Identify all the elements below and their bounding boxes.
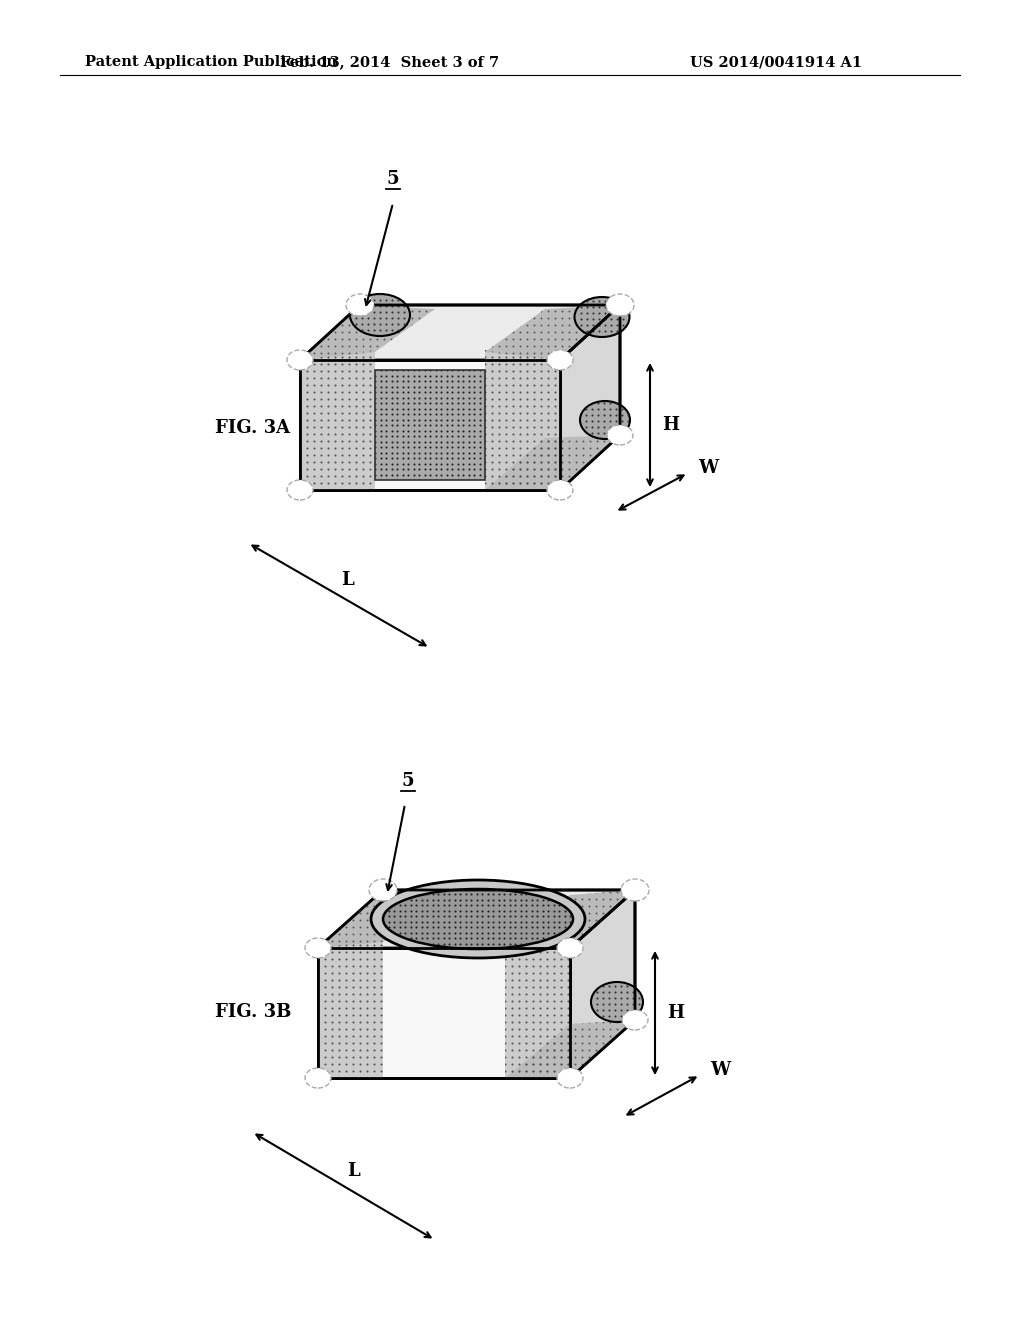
Polygon shape bbox=[485, 350, 560, 490]
Ellipse shape bbox=[287, 480, 313, 500]
Ellipse shape bbox=[371, 880, 585, 958]
Text: FIG. 3A: FIG. 3A bbox=[215, 418, 290, 437]
Polygon shape bbox=[300, 305, 620, 360]
Polygon shape bbox=[505, 1020, 635, 1078]
Polygon shape bbox=[300, 360, 560, 490]
Text: W: W bbox=[710, 1061, 730, 1078]
Ellipse shape bbox=[621, 879, 649, 902]
Ellipse shape bbox=[346, 294, 374, 315]
Ellipse shape bbox=[305, 1068, 331, 1088]
Polygon shape bbox=[485, 436, 620, 490]
Ellipse shape bbox=[287, 350, 313, 370]
Ellipse shape bbox=[622, 1010, 648, 1030]
Ellipse shape bbox=[574, 297, 630, 337]
Text: 5: 5 bbox=[401, 772, 415, 789]
Ellipse shape bbox=[547, 480, 573, 500]
Text: W: W bbox=[698, 459, 718, 477]
Text: Patent Application Publication: Patent Application Publication bbox=[85, 55, 337, 69]
Polygon shape bbox=[318, 940, 383, 1078]
Polygon shape bbox=[505, 940, 570, 1078]
Ellipse shape bbox=[607, 425, 633, 445]
Ellipse shape bbox=[383, 888, 573, 949]
Text: L: L bbox=[341, 572, 353, 589]
Text: H: H bbox=[667, 1005, 684, 1022]
Ellipse shape bbox=[305, 939, 331, 958]
Polygon shape bbox=[318, 890, 635, 948]
Polygon shape bbox=[375, 370, 485, 480]
Ellipse shape bbox=[606, 294, 634, 315]
Text: US 2014/0041914 A1: US 2014/0041914 A1 bbox=[690, 55, 862, 69]
Text: FIG. 3B: FIG. 3B bbox=[215, 1003, 292, 1020]
Ellipse shape bbox=[547, 350, 573, 370]
Polygon shape bbox=[570, 890, 635, 1078]
Polygon shape bbox=[505, 890, 635, 948]
Text: H: H bbox=[662, 416, 679, 434]
Ellipse shape bbox=[580, 401, 630, 440]
Ellipse shape bbox=[557, 939, 583, 958]
Polygon shape bbox=[300, 350, 375, 490]
Ellipse shape bbox=[350, 294, 410, 337]
Polygon shape bbox=[485, 305, 620, 360]
Polygon shape bbox=[318, 890, 449, 948]
Text: Feb. 13, 2014  Sheet 3 of 7: Feb. 13, 2014 Sheet 3 of 7 bbox=[281, 55, 500, 69]
Text: L: L bbox=[347, 1162, 359, 1180]
Polygon shape bbox=[318, 948, 570, 1078]
Ellipse shape bbox=[591, 982, 643, 1022]
Ellipse shape bbox=[557, 1068, 583, 1088]
Text: 5: 5 bbox=[387, 170, 399, 187]
Ellipse shape bbox=[369, 879, 397, 902]
Polygon shape bbox=[300, 305, 435, 360]
Polygon shape bbox=[560, 305, 620, 490]
